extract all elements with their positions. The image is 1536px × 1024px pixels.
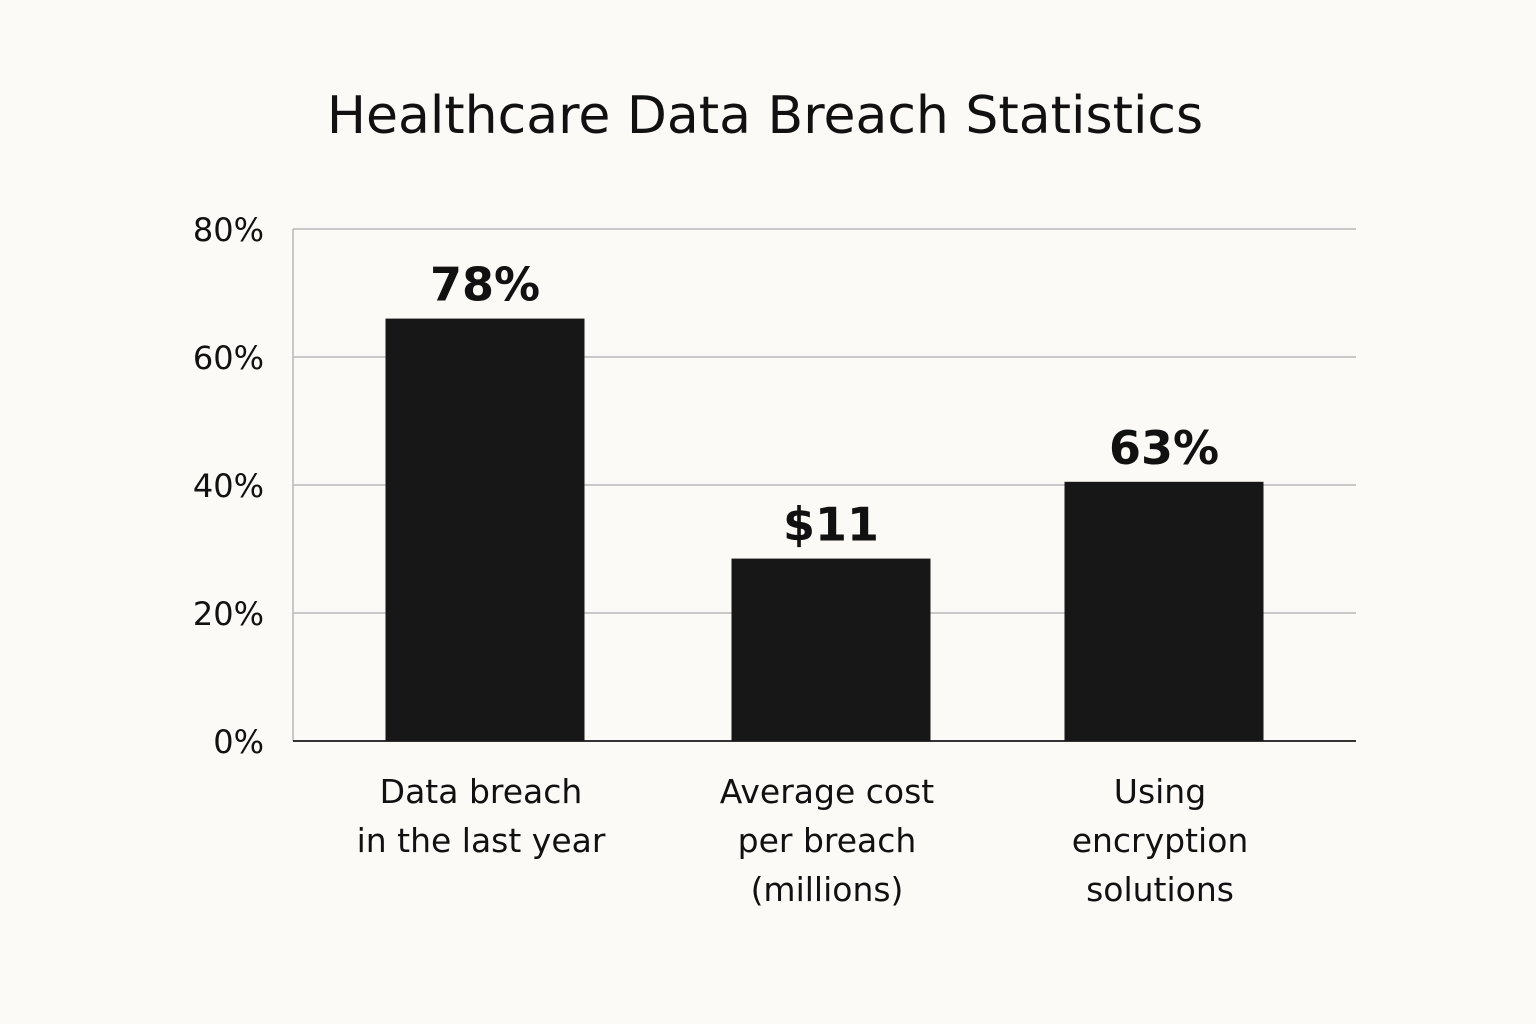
category-label-0: Data breach in the last year [357, 772, 606, 860]
bars [385, 318, 1264, 741]
bar-0 [385, 318, 585, 741]
category-label-2: Using encryption solutions [1072, 772, 1249, 909]
category-label-2-line-2: solutions [1086, 870, 1234, 909]
y-tick-label-0: 0% [213, 723, 264, 761]
data-label-2: 63% [1109, 421, 1219, 475]
bar-1 [731, 558, 931, 741]
category-label-0-line-0: Data breach [380, 772, 583, 811]
category-label-0-line-1: in the last year [357, 821, 606, 860]
category-labels: Data breach in the last year Average cost p… [357, 772, 1249, 909]
data-label-1: $11 [783, 498, 879, 552]
category-label-1-line-1: per breach [738, 821, 917, 860]
bar-2 [1064, 481, 1264, 741]
y-tick-label-4: 80% [193, 211, 264, 249]
data-labels: 78% $11 63% [430, 258, 1219, 552]
data-label-0: 78% [430, 258, 540, 312]
category-label-1: Average cost per breach (millions) [720, 772, 935, 909]
chart-title: Healthcare Data Breach Statistics [327, 86, 1203, 146]
y-axis-ticks: 0% 20% 40% 60% 80% [193, 211, 264, 761]
category-label-2-line-1: encryption [1072, 821, 1249, 860]
y-tick-label-3: 60% [193, 339, 264, 377]
category-label-1-line-2: (millions) [751, 870, 904, 909]
category-label-1-line-0: Average cost [720, 772, 935, 811]
category-label-2-line-0: Using [1114, 772, 1206, 811]
y-tick-label-2: 40% [193, 467, 264, 505]
y-tick-label-1: 20% [193, 595, 264, 633]
